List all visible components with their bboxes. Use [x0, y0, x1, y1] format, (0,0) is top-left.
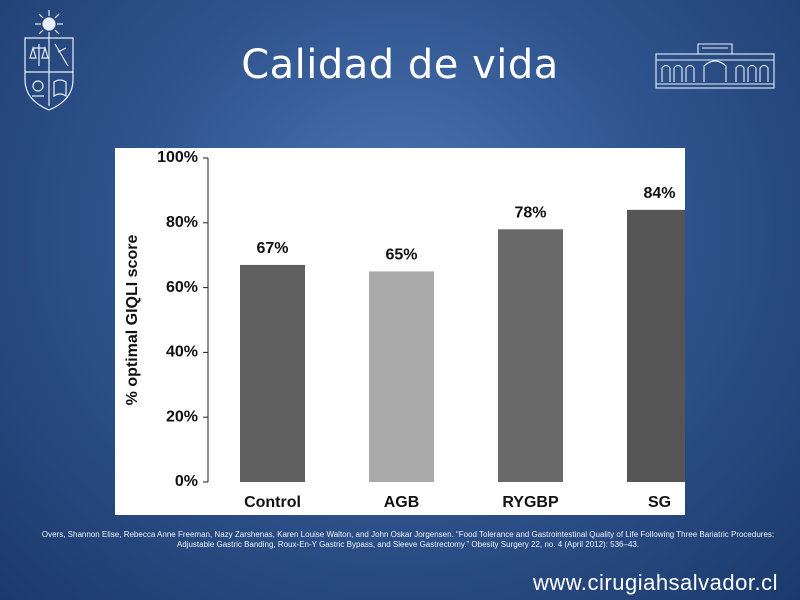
- value-label-control: 67%: [256, 240, 288, 257]
- y-tick-label: 40%: [166, 344, 198, 361]
- value-label-sg: 84%: [643, 185, 675, 202]
- x-category-label: RYGBP: [502, 494, 559, 511]
- bar-agb: [369, 271, 434, 482]
- bar-control: [240, 264, 305, 482]
- y-axis-label: % optimal GIQLI score: [124, 235, 141, 406]
- giqli-bar-chart: % optimal GIQLI score 0% 20% 40% 60% 80% 100%…: [124, 149, 685, 511]
- value-label-agb: 65%: [385, 246, 417, 263]
- y-tick-label: 80%: [166, 214, 198, 231]
- slide-title: Calidad de vida: [241, 42, 559, 88]
- bar-rygbp: [498, 229, 563, 482]
- citation-text: Overs, Shannon Elise, Rebecca Anne Freem…: [41, 530, 775, 549]
- value-label-rygbp: 78%: [514, 204, 546, 221]
- y-tick-label: 60%: [166, 279, 198, 296]
- y-tick-label: 100%: [157, 149, 198, 166]
- bar-sg: [627, 209, 685, 482]
- y-tick-label: 0%: [175, 473, 198, 490]
- x-category-label: AGB: [384, 494, 420, 511]
- y-tick-label: 20%: [166, 408, 198, 425]
- x-category-label: Control: [244, 494, 301, 511]
- bar-chart-panel: % optimal GIQLI score 0% 20% 40% 60% 80% 100%…: [115, 148, 685, 515]
- university-crest-logo: [24, 10, 74, 111]
- x-category-label: SG: [648, 494, 671, 511]
- hospital-building-logo: [655, 43, 775, 89]
- website-url: www.cirugiahsalvador.cl: [532, 570, 778, 595]
